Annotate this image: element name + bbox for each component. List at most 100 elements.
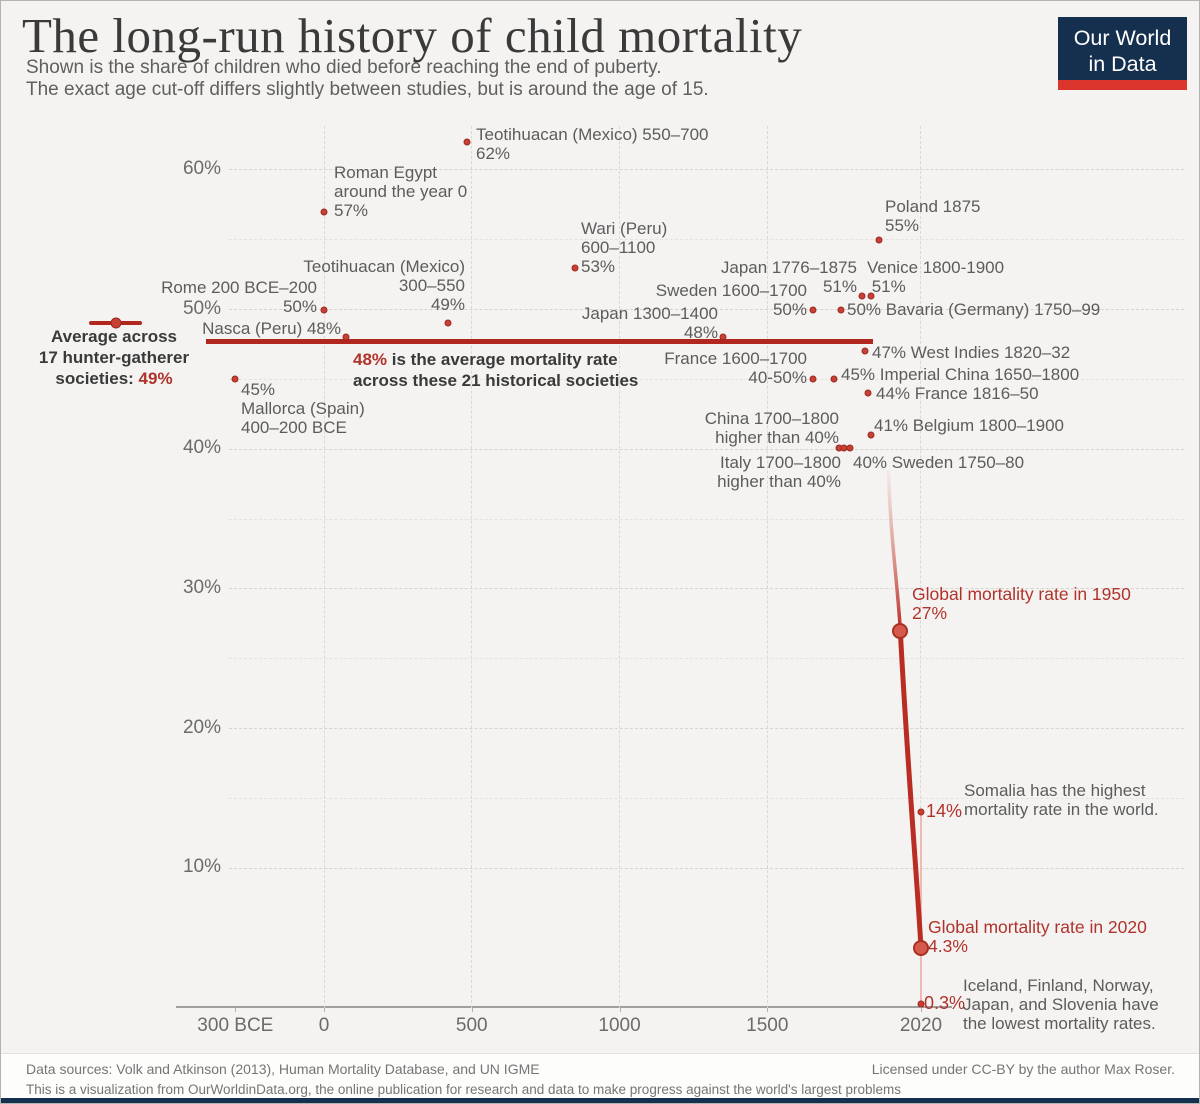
label-bavaria: 50% Bavaria (Germany) 1750–99 xyxy=(847,300,1100,319)
hunter-gatherer-average-dot xyxy=(110,317,122,329)
x-axis-tick-label: 2020 xyxy=(899,1015,943,1036)
label-text: Mallorca (Spain) xyxy=(241,399,365,418)
label-france-1600: France 1600–1700 40-50% xyxy=(664,349,807,387)
label-text: 40-50% xyxy=(748,368,807,387)
label-text: Japan, and Slovenia have xyxy=(963,995,1159,1014)
data-point-teotihuacan-300-550 xyxy=(444,319,452,327)
label-text: Teotihuacan (Mexico) 550–700 xyxy=(476,125,709,144)
data-point-nasca xyxy=(342,333,350,341)
label-text: mortality rate in the world. xyxy=(964,800,1159,819)
label-text: Somalia has the highest xyxy=(964,781,1146,800)
label-text: 50% Bavaria (Germany) 1750–99 xyxy=(847,300,1101,319)
gridline-x xyxy=(920,126,922,1008)
data-point-imperial-china xyxy=(830,375,838,383)
y-axis-tick-label: 30% xyxy=(182,576,221,598)
label-text: 49% xyxy=(430,295,465,314)
y-axis-tick-label: 40% xyxy=(182,437,221,459)
gridline-x xyxy=(619,126,621,1008)
data-point-sweden-1750 xyxy=(846,444,854,452)
x-axis-line xyxy=(176,1006,952,1008)
data-point-france-1600 xyxy=(809,375,817,383)
label-text: 400–200 BCE xyxy=(241,418,347,437)
y-axis-tick-label: 60% xyxy=(182,157,221,179)
y-axis-tick-label: 10% xyxy=(182,856,221,878)
gridline-y-minor xyxy=(229,658,1184,660)
label-text: 600–1100 xyxy=(581,238,656,257)
label-text: 62% xyxy=(476,144,511,163)
label-text: around the year 0 xyxy=(334,182,468,201)
label-italy-1700: Italy 1700–1800 higher than 40% xyxy=(717,453,841,491)
label-text: 41% Belgium 1800–1900 xyxy=(874,416,1064,435)
label-text: 0.3% xyxy=(924,993,966,1013)
annotation-average-48: 48% is the average mortality rate across … xyxy=(353,349,638,391)
data-point-sweden-1600 xyxy=(809,306,817,313)
x-axis-tick-label: 1000 xyxy=(598,1015,641,1036)
data-point-global-1950 xyxy=(892,622,909,639)
label-text: 53% xyxy=(581,257,616,276)
label-text: Italy 1700–1800 xyxy=(720,453,841,472)
logo-red-bar xyxy=(1058,80,1187,90)
gridline-x xyxy=(766,126,768,1008)
annotation-lowest-value: 0.3% xyxy=(924,994,965,1013)
gridline-y xyxy=(229,309,1184,310)
data-point-france-1816 xyxy=(864,389,872,397)
data-point-global-2020 xyxy=(912,939,929,956)
label-text: 51% xyxy=(822,277,857,296)
label-text: 51% xyxy=(867,277,906,296)
label-text: China 1700–1800 xyxy=(704,409,839,428)
gridline-y-minor xyxy=(229,378,1184,380)
label-text: 48% xyxy=(353,350,388,369)
subtitle-line-1: Shown is the share of children who died … xyxy=(26,57,662,78)
data-point-roman-egypt xyxy=(320,208,328,216)
label-mallorca: 45% Mallorca (Spain) 400–200 BCE xyxy=(241,380,365,437)
annotation-global-2020: Global mortality rate in 2020 4.3% xyxy=(928,918,1147,956)
label-text: Average across xyxy=(50,327,178,346)
label-text: higher than 40% xyxy=(717,472,841,491)
x-axis-tickmark xyxy=(324,1008,325,1012)
annotation-global-1950: Global mortality rate in 1950 27% xyxy=(912,585,1131,623)
gridline-y-minor xyxy=(229,239,1184,241)
annotation-hunter-gatherer: Average across 17 hunter-gatherer societie… xyxy=(39,326,189,389)
label-teotihuacan-300-550: Teotihuacan (Mexico) 300–550 49% xyxy=(303,257,465,314)
label-sweden-1600: Sweden 1600–1700 50% xyxy=(656,281,807,319)
data-sources: Data sources: Volk and Atkinson (2013), … xyxy=(26,1061,540,1077)
label-text: Roman Egypt xyxy=(334,163,437,182)
data-point-mallorca xyxy=(231,375,239,383)
label-imperial-china: 45% Imperial China 1650–1800 xyxy=(841,365,1079,384)
label-text: Rome 200 BCE–200 xyxy=(161,278,317,297)
x-axis-tick-label: 500 xyxy=(455,1015,488,1036)
gridline-y-minor xyxy=(229,797,1184,799)
data-point-rome xyxy=(320,306,328,313)
label-text: is the average mortality rate xyxy=(387,350,618,369)
label-poland: Poland 1875 55% xyxy=(885,197,980,235)
data-point-bavaria xyxy=(837,306,845,313)
label-text: societies: xyxy=(55,369,139,388)
label-text: 45% Imperial China 1650–1800 xyxy=(841,365,1080,384)
label-text: Teotihuacan (Mexico) xyxy=(303,257,465,276)
gridline-y-minor xyxy=(229,518,1184,520)
chart-subtitle: Shown is the share of children who died … xyxy=(26,57,709,101)
label-text: 57% xyxy=(334,201,369,220)
data-point-west-indies xyxy=(861,347,869,355)
label-text: Global mortality rate in 1950 xyxy=(912,584,1131,604)
footer xyxy=(1,1053,1199,1099)
label-japan-1776: Japan 1776–1875 51% xyxy=(721,258,857,296)
label-text: 40% Sweden 1750–80 xyxy=(853,453,1025,472)
label-rome: Rome 200 BCE–200 50% xyxy=(161,278,317,316)
logo-text-line-2: in Data xyxy=(1088,52,1157,76)
gridline-y xyxy=(229,728,1184,730)
annotation-lowest-text: Iceland, Finland, Norway, Japan, and Slov… xyxy=(963,976,1159,1033)
data-point-wari xyxy=(571,264,579,272)
label-nasca: Nasca (Peru) 48% xyxy=(202,319,341,338)
y-axis-tick-label: 50% xyxy=(182,297,221,319)
bottom-navy-bar xyxy=(1,1098,1199,1103)
gridline-x xyxy=(323,126,325,1008)
data-point-japan-1300 xyxy=(719,333,727,341)
label-text: 4.3% xyxy=(928,936,968,956)
x-axis-tickmark xyxy=(619,1008,621,1012)
data-point-somalia-2020 xyxy=(917,808,925,816)
label-sweden-1750: 40% Sweden 1750–80 xyxy=(853,453,1024,472)
label-text: France 1600–1700 xyxy=(664,349,807,368)
x-axis-tick-label: 1500 xyxy=(746,1015,789,1036)
